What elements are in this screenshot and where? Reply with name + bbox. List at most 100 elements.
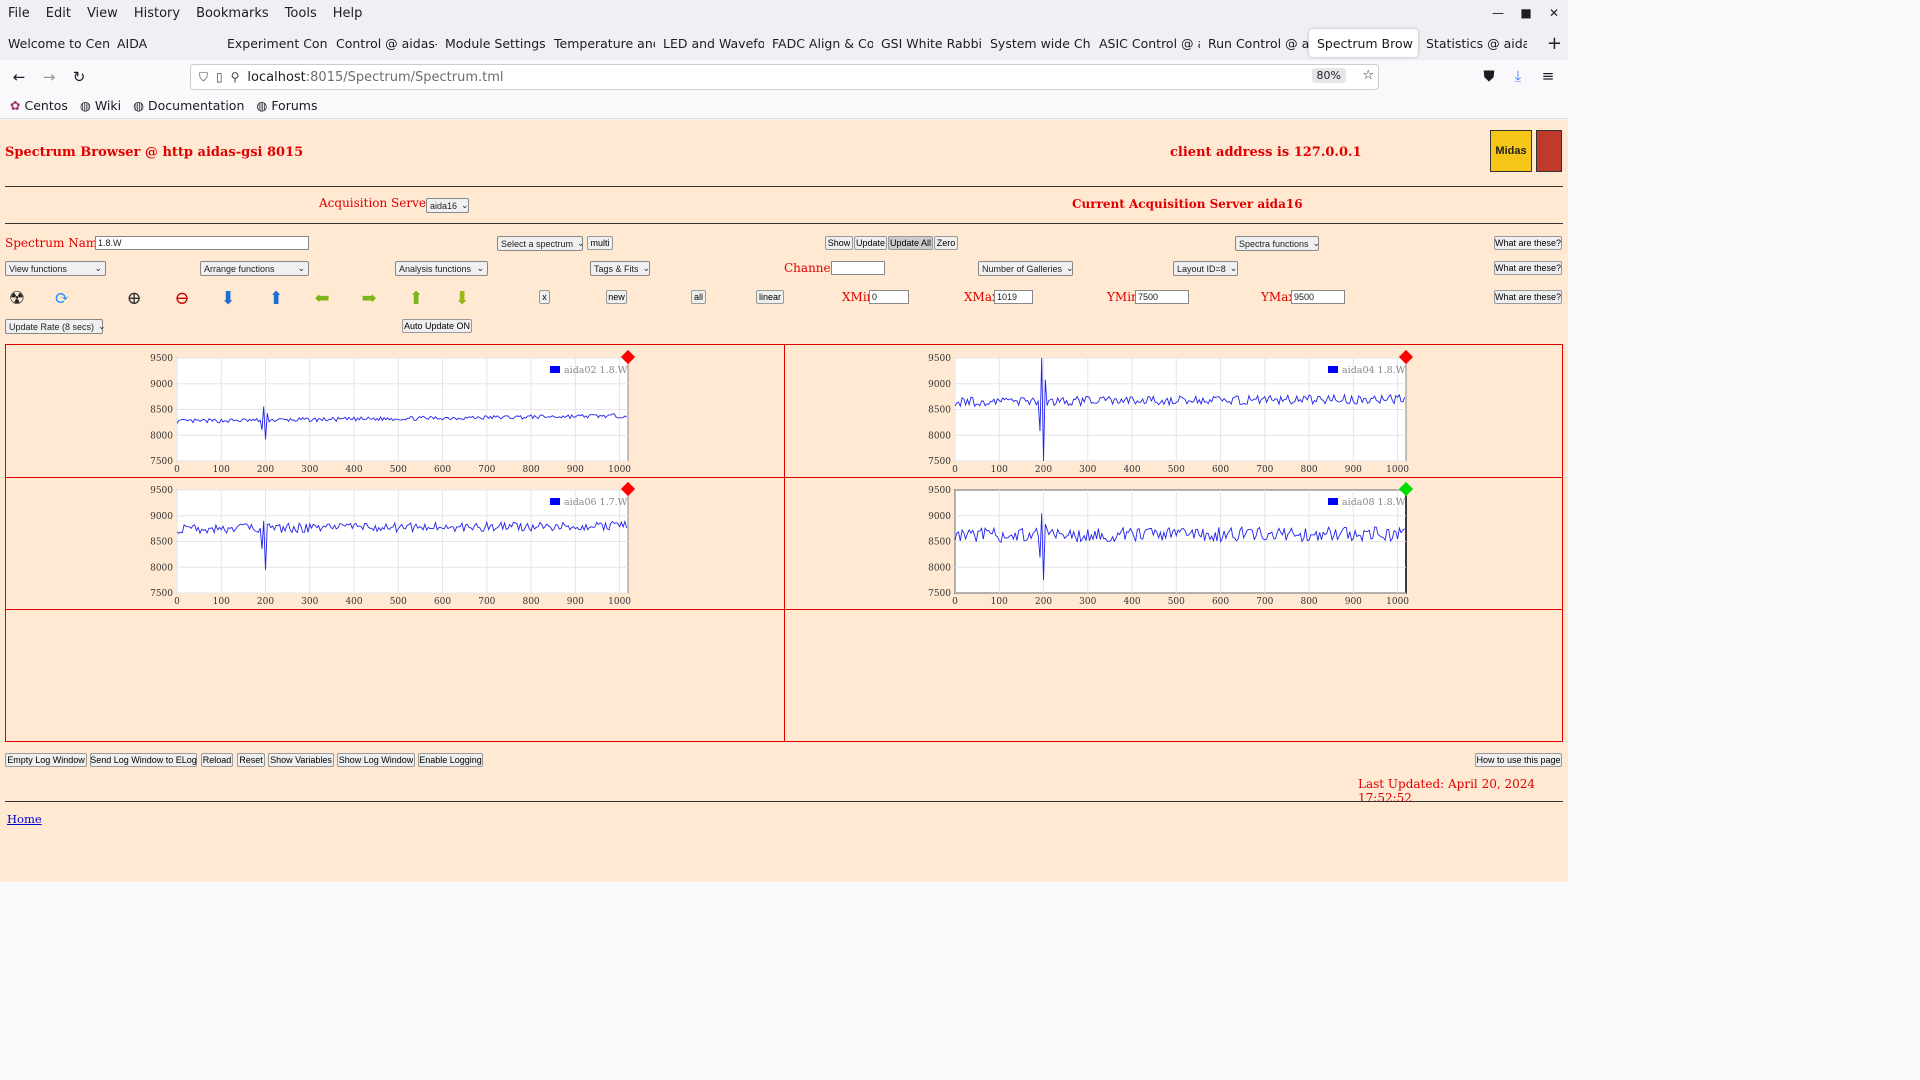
show-button[interactable]: Show	[825, 236, 853, 250]
multi-button[interactable]: multi	[587, 236, 613, 250]
xmax-input[interactable]: 1019	[994, 290, 1033, 304]
tab-label: Module Settings	[445, 35, 546, 51]
x-tick-label: 500	[1168, 597, 1185, 607]
select-spectrum-dropdown[interactable]: Select a spectrum	[497, 236, 583, 251]
new-tab-icon[interactable]: +	[1546, 33, 1562, 54]
ymin-input[interactable]: 7500	[1135, 290, 1189, 304]
menu-file[interactable]: File	[8, 5, 30, 21]
auto-update-button[interactable]: Auto Update ON	[402, 319, 472, 333]
bookmark-label: Wiki	[94, 98, 122, 113]
radiation-icon[interactable]: ☢	[8, 287, 26, 309]
new-button[interactable]: new	[606, 290, 627, 304]
analysis-functions-dropdown[interactable]: Analysis functions	[395, 261, 488, 276]
x-tick-label: 600	[1212, 465, 1229, 475]
menu-view[interactable]: View	[86, 5, 118, 21]
menu-bookmarks[interactable]: Bookmarks	[196, 5, 269, 21]
bookmark-forums[interactable]: ◍ Forums	[250, 98, 323, 113]
arrow-down-blue-icon[interactable]: ⬇	[220, 287, 236, 309]
arrow-up-blue-icon[interactable]: ⬆	[268, 287, 284, 309]
tab-2[interactable]: Experiment Contr	[219, 29, 328, 57]
update-button[interactable]: Update	[854, 236, 887, 250]
close-tab-icon[interactable]: ✕	[1417, 36, 1418, 50]
permissions-icon[interactable]: ⚲	[230, 70, 240, 84]
menu-history[interactable]: History	[133, 5, 181, 21]
reload-icon[interactable]: ↻	[72, 67, 86, 86]
status-diamond	[1398, 481, 1414, 497]
close-window-icon[interactable]: ✕	[1548, 6, 1560, 20]
update-all-button[interactable]: Update All	[888, 236, 933, 250]
pocket-icon[interactable]: ⛊	[1483, 67, 1495, 85]
x-tick-label: 700	[478, 597, 495, 607]
acquisition-server-select[interactable]: aida16	[426, 198, 469, 213]
tab-0[interactable]: Welcome to Cent	[0, 29, 109, 57]
tab-13[interactable]: Statistics @ aidas	[1418, 29, 1527, 57]
tab-5[interactable]: Temperature and	[546, 29, 655, 57]
x-tick-label: 500	[1168, 465, 1185, 475]
spectra-functions-dropdown[interactable]: Spectra functions	[1235, 236, 1319, 251]
zoom-level[interactable]: 80%	[1311, 68, 1346, 83]
arrow-right-icon[interactable]: ➡	[361, 287, 377, 309]
minimize-icon[interactable]: —	[1492, 6, 1504, 20]
forward-icon[interactable]: →	[42, 67, 56, 86]
zoom-in-icon[interactable]: ⊕	[126, 287, 142, 309]
what-are-these-button[interactable]: What are these?	[1494, 290, 1562, 304]
number-of-galleries-dropdown[interactable]: Number of Galleries	[978, 261, 1073, 276]
show-variables-button[interactable]: Show Variables	[268, 753, 334, 767]
tab-6[interactable]: LED and Wavefor	[655, 29, 764, 57]
bookmark-centos[interactable]: ✿ Centos	[4, 98, 74, 113]
tab-3[interactable]: Control @ aidas-	[328, 29, 437, 57]
url-bar[interactable]: ⛉ ▯ ⚲ localhost:8015/Spectrum/Spectrum.t…	[190, 64, 1379, 90]
update-rate-dropdown[interactable]: Update Rate (8 secs)	[5, 319, 103, 334]
refresh-icon[interactable]: ⟳	[54, 287, 70, 309]
shield-icon[interactable]: ⛉	[199, 69, 209, 84]
empty-log-window-button[interactable]: Empty Log Window	[5, 753, 87, 767]
what-are-these-button[interactable]: What are these?	[1494, 236, 1562, 250]
tab-4[interactable]: Module Settings	[437, 29, 546, 57]
download-icon[interactable]: ⤓	[1514, 67, 1522, 85]
hamburger-menu-icon[interactable]: ≡	[1541, 67, 1555, 85]
home-link[interactable]: Home	[7, 812, 42, 826]
tags-fits-dropdown[interactable]: Tags & Fits	[590, 261, 650, 276]
tab-7[interactable]: FADC Align & Co	[764, 29, 873, 57]
zero-button[interactable]: Zero	[934, 236, 958, 250]
arrow-down-icon[interactable]: ⬇	[454, 287, 470, 309]
send-log-to-elog-button[interactable]: Send Log Window to ELog	[90, 753, 197, 767]
tab-1[interactable]: AIDA	[109, 29, 219, 57]
view-functions-dropdown[interactable]: View functions	[5, 261, 106, 276]
layout-dropdown[interactable]: Layout ID=8	[1173, 261, 1238, 276]
enable-logging-button[interactable]: Enable Logging	[418, 753, 483, 767]
arrow-up-icon[interactable]: ⬆	[408, 287, 424, 309]
tab-12[interactable]: Spectrum Brow ✕	[1309, 29, 1418, 57]
maximize-icon[interactable]: ■	[1520, 6, 1532, 20]
tab-10[interactable]: ASIC Control @ a	[1091, 29, 1200, 57]
bookmark-wiki[interactable]: ◍ Wiki	[74, 98, 127, 113]
menu-help[interactable]: Help	[332, 5, 363, 21]
linear-button[interactable]: linear	[756, 290, 784, 304]
what-are-these-button[interactable]: What are these?	[1494, 261, 1562, 275]
tab-8[interactable]: GSI White Rabbit	[873, 29, 982, 57]
x-tick-label: 500	[390, 465, 407, 475]
how-to-use-button[interactable]: How to use this page	[1475, 753, 1562, 767]
arrange-functions-dropdown[interactable]: Arrange functions	[200, 261, 309, 276]
y-tick-label: 8000	[150, 431, 173, 441]
all-button[interactable]: all	[691, 290, 706, 304]
reload-button[interactable]: Reload	[201, 753, 233, 767]
reset-button[interactable]: Reset	[237, 753, 265, 767]
back-icon[interactable]: ←	[12, 67, 26, 86]
spectrum-name-input[interactable]: 1.8.W	[95, 236, 309, 250]
ymax-input[interactable]: 9500	[1291, 290, 1345, 304]
menu-edit[interactable]: Edit	[45, 5, 71, 21]
menu-tools[interactable]: Tools	[284, 5, 317, 21]
x-button[interactable]: x	[539, 290, 550, 304]
zoom-out-icon[interactable]: ⊖	[174, 287, 190, 309]
tab-11[interactable]: Run Control @ ai	[1200, 29, 1309, 57]
arrow-left-icon[interactable]: ⬅	[314, 287, 330, 309]
channel-input[interactable]	[831, 261, 885, 275]
tab-label: System wide Che	[990, 35, 1091, 51]
xmin-input[interactable]: 0	[869, 290, 909, 304]
show-log-window-button[interactable]: Show Log Window	[337, 753, 415, 767]
tab-9[interactable]: System wide Che	[982, 29, 1091, 57]
star-icon[interactable]: ☆	[1362, 68, 1374, 83]
bookmark-documentation[interactable]: ◍ Documentation	[127, 98, 250, 113]
